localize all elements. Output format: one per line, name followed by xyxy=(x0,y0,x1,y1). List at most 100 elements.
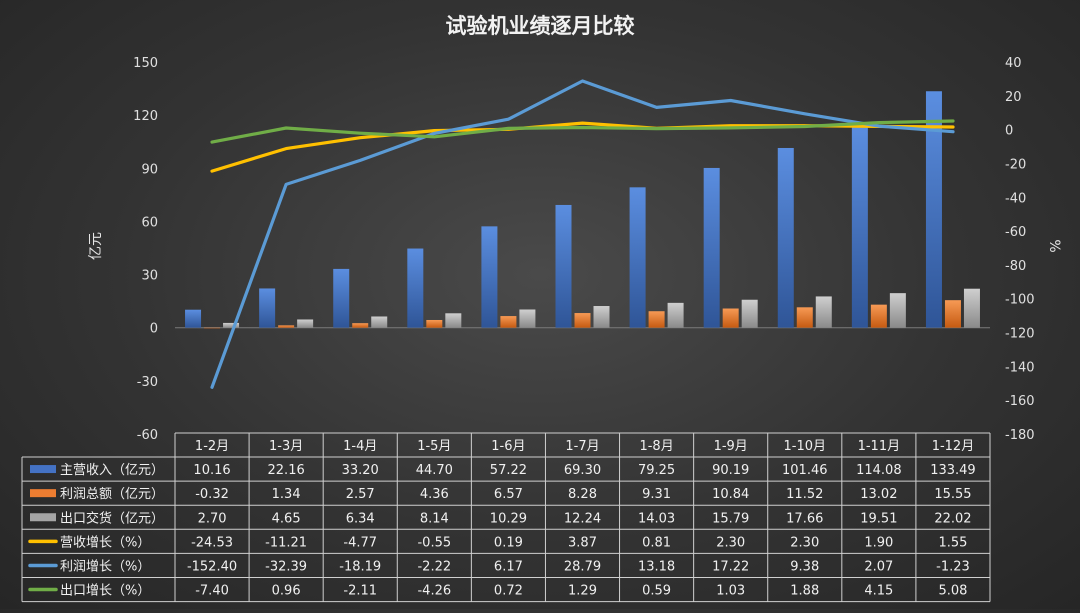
bar-s1 xyxy=(944,300,961,328)
data-label: 1.55 xyxy=(938,535,967,550)
data-label: 17.22 xyxy=(712,559,749,574)
data-table: 1-2月 1-3月 1-4月 1-5月 1-6月 1-7月 1-8月 1-9月 1-10月 1-1… xyxy=(21,432,991,603)
data-label: 0.81 xyxy=(642,535,671,550)
data-label: 1.88 xyxy=(790,584,819,599)
data-label: -18.19 xyxy=(339,559,381,574)
data-label: 57.22 xyxy=(490,463,527,478)
data-label: 28.79 xyxy=(564,559,601,574)
x-tick-label: 1-11月 xyxy=(858,439,901,454)
data-label: 1.34 xyxy=(272,487,301,502)
y2-tick-label: -80 xyxy=(1005,259,1026,274)
data-label: -24.53 xyxy=(191,535,233,550)
data-label: -2.11 xyxy=(343,584,377,599)
data-label: 4.65 xyxy=(272,511,301,526)
bar-s1 xyxy=(574,313,591,328)
data-label: 22.16 xyxy=(268,463,305,478)
data-label: 2.30 xyxy=(716,535,745,550)
data-label: -0.55 xyxy=(417,535,451,550)
y2-tick-label: -120 xyxy=(1005,327,1035,342)
bar-s1 xyxy=(204,327,221,329)
data-label: 3.87 xyxy=(568,535,597,550)
data-label: 90.19 xyxy=(712,463,749,478)
bar-s1 xyxy=(722,308,739,328)
data-label: -0.32 xyxy=(195,487,229,502)
y2-tick-label: 40 xyxy=(1005,56,1022,71)
legend-label: 出口交货（亿元） xyxy=(60,510,164,526)
data-label: 33.20 xyxy=(342,463,379,478)
y-tick-label: 0 xyxy=(150,322,158,337)
bar-s0 xyxy=(333,268,350,328)
x-tick-label: 1-8月 xyxy=(639,439,673,454)
x-tick-label: 1-7月 xyxy=(565,439,599,454)
data-label: 133.49 xyxy=(930,463,976,478)
data-label: 17.66 xyxy=(786,511,823,526)
data-label: 1.29 xyxy=(568,584,597,599)
bar-s2 xyxy=(445,313,462,328)
data-label: 79.25 xyxy=(638,463,675,478)
legend-swatch-2 xyxy=(30,513,56,522)
x-tick-label: 1-4月 xyxy=(343,439,377,454)
data-label: 22.02 xyxy=(934,511,971,526)
bar-s2 xyxy=(889,293,906,328)
chart-title: 试验机业绩逐月比较 xyxy=(446,14,635,38)
y2-tick-label: -180 xyxy=(1005,428,1035,443)
legend-swatch-1 xyxy=(30,489,56,498)
bar-s2 xyxy=(519,309,536,328)
bar-s1 xyxy=(870,304,887,328)
data-label: 2.57 xyxy=(346,487,375,502)
bar-s2 xyxy=(667,302,684,328)
bar-s0 xyxy=(259,288,276,328)
data-label: 2.70 xyxy=(198,511,227,526)
data-label: -1.23 xyxy=(936,559,970,574)
bar-s2 xyxy=(963,288,980,328)
legend-swatch-0 xyxy=(30,465,56,474)
data-label: 6.34 xyxy=(346,511,375,526)
bar-s1 xyxy=(500,316,517,328)
bar-s2 xyxy=(593,306,610,328)
data-label: 2.30 xyxy=(790,535,819,550)
x-tick-label: 1-5月 xyxy=(417,439,451,454)
data-label: 0.96 xyxy=(272,584,301,599)
data-label: 12.24 xyxy=(564,511,601,526)
data-label: 1.90 xyxy=(864,535,893,550)
data-label: 11.52 xyxy=(786,487,823,502)
y2-tick-label: -160 xyxy=(1005,394,1035,409)
data-label: 44.70 xyxy=(416,463,453,478)
bar-s0 xyxy=(777,147,794,328)
x-tick-label: 1-6月 xyxy=(491,439,525,454)
data-label: 6.57 xyxy=(494,487,523,502)
data-label: -4.77 xyxy=(343,535,377,550)
y-axis-label: 亿元 xyxy=(88,232,104,260)
data-label: 0.72 xyxy=(494,584,523,599)
bar-s0 xyxy=(629,187,646,328)
y2-tick-label: 0 xyxy=(1005,124,1013,139)
y-tick-label: 150 xyxy=(133,56,158,71)
y2-tick-label: -140 xyxy=(1005,360,1035,375)
bar-s2 xyxy=(297,319,314,328)
data-label: 4.15 xyxy=(864,584,893,599)
data-label: -4.26 xyxy=(417,584,451,599)
y-tick-label: 60 xyxy=(141,215,158,230)
data-label: -152.40 xyxy=(187,559,237,574)
lines-layer xyxy=(210,79,955,389)
data-label: 8.28 xyxy=(568,487,597,502)
x-tick-label: 1-12月 xyxy=(932,439,975,454)
data-label: 114.08 xyxy=(856,463,902,478)
line-series-1 xyxy=(210,79,955,389)
bar-s1 xyxy=(352,323,369,328)
data-label: -11.21 xyxy=(265,535,307,550)
bar-s1 xyxy=(648,311,665,328)
y-tick-label: 120 xyxy=(133,109,158,124)
bars-layer xyxy=(185,91,980,329)
bar-s2 xyxy=(815,296,832,328)
data-label: 69.30 xyxy=(564,463,601,478)
bar-s2 xyxy=(223,322,240,328)
x-tick-label: 1-3月 xyxy=(269,439,303,454)
y-tick-label: -60 xyxy=(137,428,158,443)
data-label: 15.79 xyxy=(712,511,749,526)
y-tick-label: -30 xyxy=(137,375,158,390)
x-tick-label: 1-2月 xyxy=(195,439,229,454)
line-series-2 xyxy=(210,119,955,144)
x-tick-label: 1-9月 xyxy=(714,439,748,454)
